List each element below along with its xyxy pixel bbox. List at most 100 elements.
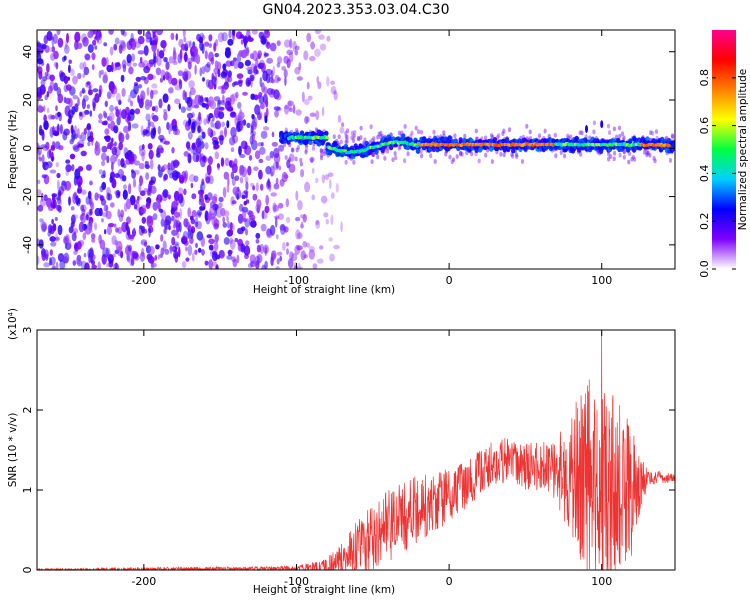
spectrogram-cell bbox=[121, 108, 127, 120]
spectrogram-cell bbox=[150, 89, 154, 100]
spectrogram-cell bbox=[101, 181, 107, 191]
spectrogram-cell bbox=[152, 89, 158, 95]
spectrogram-cell bbox=[245, 240, 250, 246]
spectrogram-cell bbox=[250, 125, 254, 134]
spectrogram-cell bbox=[559, 150, 563, 155]
spectrogram-cell bbox=[183, 151, 190, 157]
spectrogram-cell bbox=[298, 266, 303, 269]
spectrogram-cell bbox=[314, 30, 322, 35]
spectrogram-cell bbox=[460, 152, 464, 157]
spectrogram-cell bbox=[222, 94, 225, 104]
spectrogram-cell bbox=[592, 129, 596, 135]
spectrogram-cell bbox=[198, 111, 202, 122]
spectrogram-cell bbox=[377, 131, 381, 137]
spectrogram-cell bbox=[37, 179, 41, 185]
spectrogram-cell bbox=[193, 175, 199, 183]
spectrogram-cell bbox=[107, 193, 113, 201]
spectrogram-cell bbox=[120, 30, 125, 36]
spectrogram-cell bbox=[76, 199, 81, 207]
spectrogram-cell bbox=[321, 106, 325, 117]
spectrogram-cell bbox=[259, 146, 266, 155]
spectrogram-cell bbox=[311, 194, 316, 201]
spectrogram-cell bbox=[207, 156, 213, 165]
spectrogram-cell bbox=[186, 112, 194, 119]
spectrogram-cell bbox=[275, 266, 280, 269]
spectrogram-cell bbox=[304, 149, 308, 155]
spectrogram-cell bbox=[63, 44, 70, 55]
spectrogram-cell bbox=[83, 66, 90, 76]
spectrogram-cell bbox=[132, 62, 137, 67]
spectrogram-cell bbox=[152, 213, 158, 221]
spectrogram-cell bbox=[470, 151, 474, 157]
spectrogram-cell bbox=[74, 243, 78, 250]
spectrogram-cell bbox=[270, 171, 274, 177]
spectrogram-cell bbox=[174, 243, 180, 249]
spectrogram-cell bbox=[238, 145, 242, 156]
spectrogram-cell bbox=[252, 185, 256, 191]
spectrogram-cell bbox=[81, 87, 85, 94]
spectrogram-cell bbox=[220, 89, 225, 95]
spectrogram-cell bbox=[448, 154, 452, 160]
spectrogram-cell bbox=[43, 114, 47, 122]
spectrogram-cell bbox=[111, 137, 114, 143]
spectrogram-cell bbox=[152, 115, 159, 122]
spectrogram-cell bbox=[272, 161, 280, 171]
colorbar-tick-label: 0.4 bbox=[698, 165, 711, 183]
spectrogram-cell bbox=[229, 222, 233, 231]
spectrogram-cell bbox=[200, 141, 205, 149]
spectrogram-cell bbox=[458, 151, 463, 157]
spectrogram-cell bbox=[319, 148, 323, 153]
spectrogram-cell bbox=[208, 238, 216, 245]
spectrogram-cell bbox=[137, 95, 140, 103]
spectrogram-cell bbox=[166, 122, 170, 130]
spectrogram-cell bbox=[294, 156, 298, 162]
spectrogram-cell bbox=[290, 147, 294, 153]
spectrogram-cell bbox=[259, 103, 265, 110]
spectrogram-cell bbox=[235, 91, 239, 99]
spectrogram-cell bbox=[81, 260, 87, 269]
spectrogram-cell bbox=[142, 228, 148, 234]
spectrogram-cell bbox=[554, 153, 558, 159]
spectrogram-cell bbox=[213, 241, 219, 251]
spectrogram-cell bbox=[649, 130, 653, 136]
spectrogram-cell bbox=[350, 135, 354, 141]
spectrogram-cell bbox=[49, 74, 55, 82]
spectrogram-cell bbox=[159, 208, 164, 213]
spectrogram-cell bbox=[94, 207, 102, 217]
spectrogram-cell bbox=[182, 30, 186, 38]
spectrogram-cell bbox=[254, 255, 261, 266]
spectrogram-cell bbox=[184, 51, 188, 63]
spectrogram-cell bbox=[490, 159, 494, 164]
spectrogram-cell bbox=[287, 100, 294, 107]
spectrogram-cell bbox=[189, 87, 196, 96]
spectrogram-cell bbox=[344, 159, 348, 165]
spectrogram-cell bbox=[223, 171, 229, 180]
spectrogram-cell bbox=[194, 94, 201, 106]
spectrogram-cell bbox=[613, 150, 617, 156]
spectrogram-cell bbox=[94, 45, 98, 50]
spectrogram-cell bbox=[193, 120, 198, 128]
spectrogram-cell bbox=[172, 52, 177, 63]
spectrogram-cell bbox=[85, 164, 92, 171]
spectrogram-cell bbox=[206, 164, 212, 176]
spectrogram-cell bbox=[191, 252, 195, 262]
spectrogram-cell bbox=[58, 191, 62, 197]
spectrogram-cell bbox=[132, 178, 137, 188]
spectrogram-cell bbox=[191, 210, 197, 218]
spectrogram-cell bbox=[147, 143, 153, 150]
spectrogram-cell bbox=[232, 186, 239, 196]
spectrogram-cell bbox=[269, 151, 274, 159]
spectrogram-cell bbox=[163, 56, 168, 63]
spectrogram-cell bbox=[59, 259, 66, 269]
spectrogram-cell bbox=[352, 133, 356, 139]
spectrogram-cell bbox=[128, 234, 135, 240]
spectrogram-cell bbox=[440, 136, 445, 142]
spectrogram-cell bbox=[45, 141, 50, 150]
spectrogram-cell bbox=[178, 193, 184, 204]
spectrogram-cell bbox=[97, 261, 101, 269]
spectrogram-cell bbox=[169, 173, 174, 179]
spectrogram-cell bbox=[86, 81, 91, 86]
spectrogram-cell bbox=[278, 202, 284, 209]
spectrogram-cell bbox=[274, 110, 279, 118]
spectrogram-cell bbox=[55, 162, 59, 168]
